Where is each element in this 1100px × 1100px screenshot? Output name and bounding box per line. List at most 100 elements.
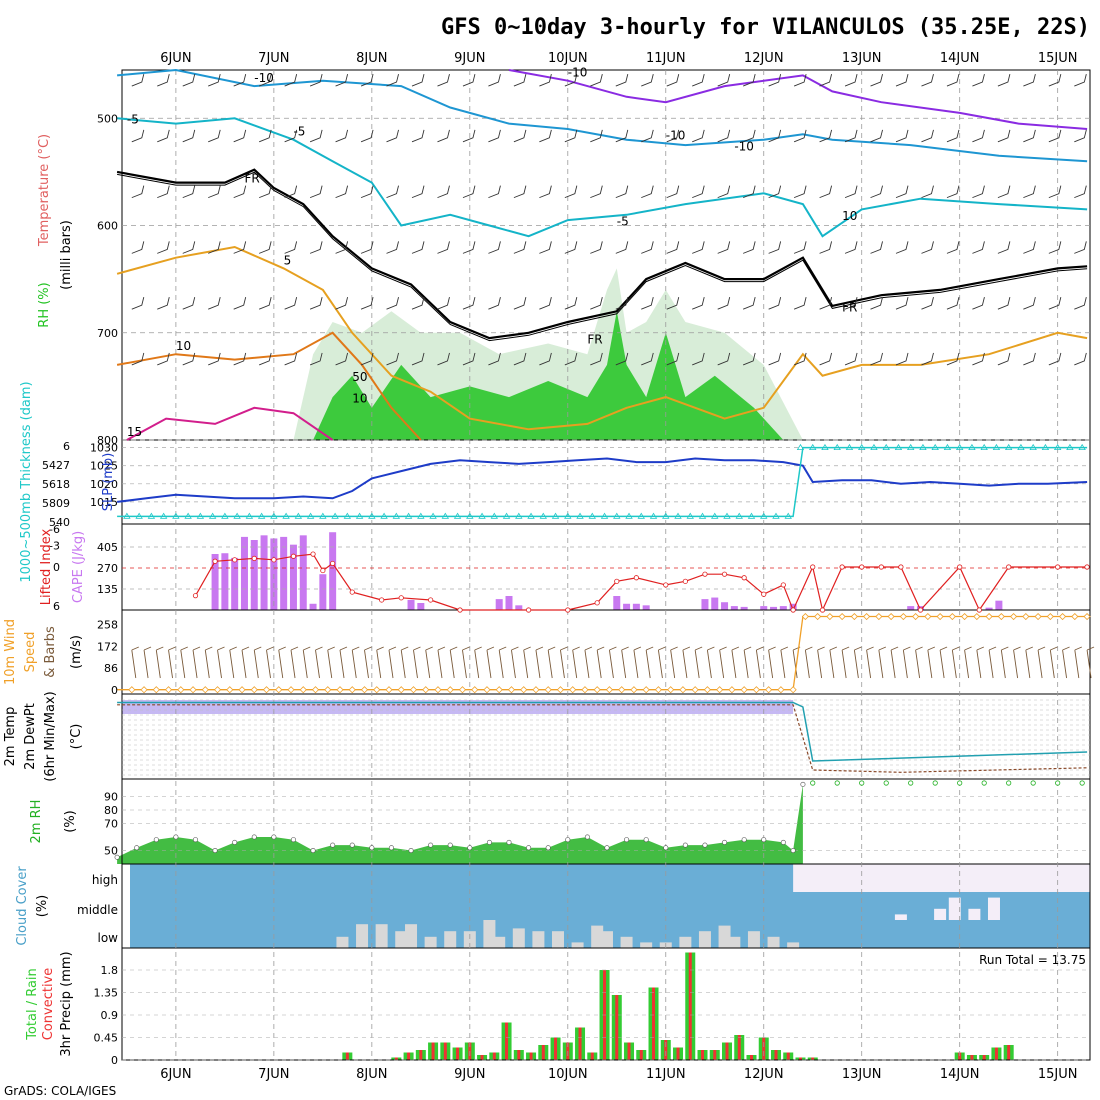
precip-tick-label: 0.9 (101, 1009, 119, 1022)
contour-label: -10 (734, 139, 754, 153)
rh-tick-label: 50 (104, 845, 118, 858)
precip-convective-bar (578, 1027, 582, 1060)
wind-barb (1048, 241, 1062, 254)
cloud-middle-bar (948, 897, 961, 920)
wind-barb (309, 73, 323, 87)
wind-barb (182, 129, 196, 143)
wind-barb (360, 297, 374, 310)
lifted-index-point (349, 589, 355, 595)
thickness-marker (784, 512, 792, 519)
wind-speed-marker (128, 686, 136, 694)
wind-barb (564, 241, 578, 254)
wind-barb-10m (1000, 646, 1009, 679)
axis-title: 2m RH (29, 800, 44, 844)
wind-barb (946, 73, 960, 87)
wind-barb-10m (694, 646, 703, 679)
footer-credit: GrADS: COLA/IGES (4, 1084, 116, 1098)
wind-barb-10m (278, 646, 286, 679)
axis-title: Cloud Cover (15, 866, 30, 946)
lifted-index-point (525, 607, 532, 613)
wind-barb (462, 185, 476, 199)
wind-speed-marker (973, 612, 981, 621)
thickness-marker (698, 512, 707, 519)
wind-barb (590, 352, 603, 366)
cloud-low-bar (728, 936, 741, 948)
rh-tick-label: 90 (104, 791, 118, 804)
thickness-marker (478, 512, 486, 519)
wind-barb (895, 185, 909, 199)
wind-barb-10m (743, 646, 752, 679)
wind-barb (411, 297, 425, 310)
wind-barb (462, 241, 476, 254)
wind-barb (692, 73, 705, 87)
wind-barb (309, 352, 323, 366)
wind-speed-marker (765, 686, 773, 694)
lifted-index-point (810, 564, 816, 570)
cape-bar (319, 574, 327, 610)
date-label-top: 8JUN (356, 51, 387, 66)
wind-barb (946, 297, 960, 310)
rh-2m-point (584, 834, 590, 840)
precip-convective-bar (394, 1057, 398, 1060)
thickness-marker (368, 512, 376, 519)
wind-barb (1074, 73, 1087, 87)
rh-2m-point (859, 780, 865, 786)
wind-speed-marker (740, 686, 748, 694)
contour-label: -10 (666, 129, 686, 143)
wind-barb (1023, 352, 1036, 366)
axis-title: Speed (23, 632, 38, 673)
thickness-marker (551, 512, 560, 519)
cloud-low-bar (444, 931, 457, 948)
rh-2m-point (192, 837, 198, 843)
wind-barb (615, 129, 629, 143)
wind-barb (131, 352, 145, 366)
wind-barb (1023, 185, 1036, 199)
wind-speed-marker (912, 612, 920, 621)
wind-barb (972, 297, 985, 310)
precip-convective-bar (627, 1042, 631, 1060)
wind-speed-marker (667, 686, 675, 694)
thickness-tick-label: 5427 (42, 459, 70, 472)
wind-barb (844, 185, 858, 199)
thickness-marker (306, 512, 315, 519)
wind-barb (233, 241, 247, 254)
rh-2m-point (232, 839, 238, 845)
wind-speed-marker (569, 686, 577, 694)
wind-barb (742, 185, 756, 199)
wind-barb (717, 297, 731, 310)
wind-barb-10m (621, 646, 629, 679)
wind-barb (768, 297, 782, 310)
axis-title: 10m Wind (3, 619, 18, 685)
wind-barb-10m (474, 646, 482, 679)
wind-barb-10m (266, 646, 274, 679)
wind-barb (768, 129, 782, 143)
precip-convective-bar (749, 1055, 753, 1060)
thickness-marker (711, 512, 719, 519)
cape-bar (789, 603, 797, 610)
rh-2m-point (932, 780, 938, 786)
wind-speed-marker (691, 686, 699, 694)
wind-barb (258, 297, 272, 310)
lifted-index-point (878, 564, 884, 570)
temperature-contour (117, 117, 1088, 238)
rh-2m-point (408, 847, 414, 853)
wind-barb (208, 297, 221, 310)
wind-speed-marker (1046, 612, 1054, 621)
wind-barb (641, 352, 654, 366)
wind-barb-10m (155, 646, 164, 679)
thickness-tick-label: 5809 (42, 497, 70, 510)
thickness-marker (1078, 443, 1086, 451)
wind-barb (131, 241, 145, 254)
date-label-bottom: 7JUN (258, 1067, 289, 1082)
thickness-marker (955, 443, 964, 451)
wind-barb (564, 129, 578, 143)
cape-bar (309, 603, 317, 610)
rh-2m-point (428, 842, 434, 848)
thickness-marker (906, 443, 915, 451)
thickness-marker (294, 512, 303, 519)
wind-barb (666, 297, 680, 310)
axis-title: Total / Rain (25, 968, 40, 1041)
wind-barb (386, 185, 399, 199)
wind-speed-marker (483, 686, 491, 694)
rh-2m-point (545, 845, 551, 851)
